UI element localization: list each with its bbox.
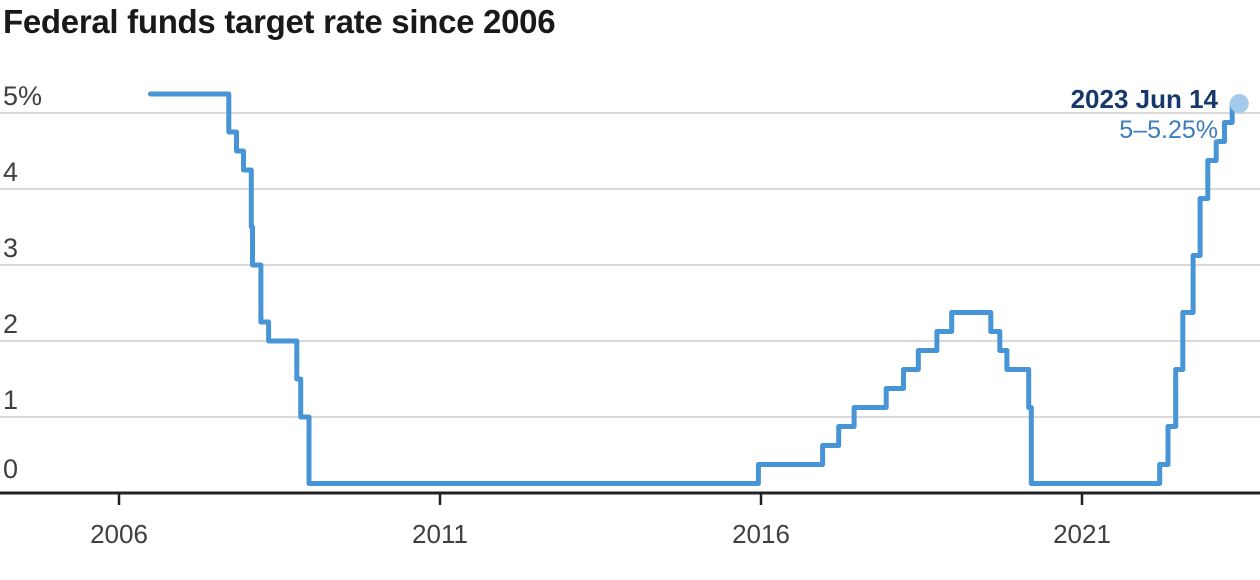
chart-title: Federal funds target rate since 2006	[3, 3, 556, 40]
y-tick-label: 1	[3, 385, 18, 415]
y-tick-label: 3	[3, 233, 18, 263]
x-tick-label: 2011	[412, 519, 468, 549]
y-tick-label: 4	[3, 157, 18, 187]
latest-point-annotation: 2023 Jun 14 5–5.25%	[1071, 84, 1218, 146]
y-tick-label: 2	[3, 309, 18, 339]
annotation-date-label: 2023 Jun 14	[1070, 84, 1218, 114]
x-tick-label: 2006	[90, 519, 148, 549]
y-tick-label: 5%	[3, 81, 42, 111]
y-tick-label: 0	[3, 454, 18, 484]
rate-line	[148, 91, 1242, 486]
x-tick-label: 2016	[732, 519, 790, 549]
annotation-range-label: 5–5.25%	[1119, 116, 1218, 144]
x-tick-label: 2021	[1053, 519, 1111, 549]
latest-point-marker	[1229, 94, 1249, 113]
